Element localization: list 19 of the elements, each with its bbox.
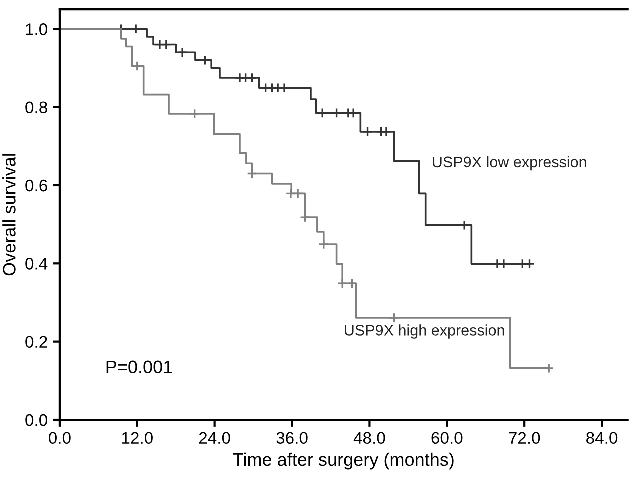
- x-tick-label: 24.0: [199, 432, 230, 444]
- x-tick-label: 36.0: [276, 432, 308, 444]
- x-tick-label: 72.0: [509, 432, 540, 444]
- y-tick-label: 0.0: [26, 414, 48, 426]
- y-tick-label: 0.4: [26, 258, 48, 270]
- y-tick-label: 0.2: [26, 336, 48, 348]
- y-axis-title: Overall survival: [2, 154, 16, 276]
- x-tick-label: 60.0: [432, 432, 463, 444]
- x-axis-title: Time after surgery (months): [233, 452, 454, 470]
- x-tick-label: 84.0: [586, 432, 618, 444]
- annotation: P=0.001: [106, 360, 172, 374]
- y-tick-label: 0.8: [26, 102, 48, 114]
- series-label: USP9X high expression: [345, 324, 504, 339]
- x-tick-label: 48.0: [354, 432, 386, 444]
- y-tick-label: 0.6: [26, 180, 48, 192]
- x-tick-label: 12.0: [122, 432, 153, 444]
- series-label: USP9X low expression: [433, 156, 586, 171]
- y-tick-label: 1.0: [26, 24, 48, 36]
- x-tick-label: 0.0: [49, 432, 71, 444]
